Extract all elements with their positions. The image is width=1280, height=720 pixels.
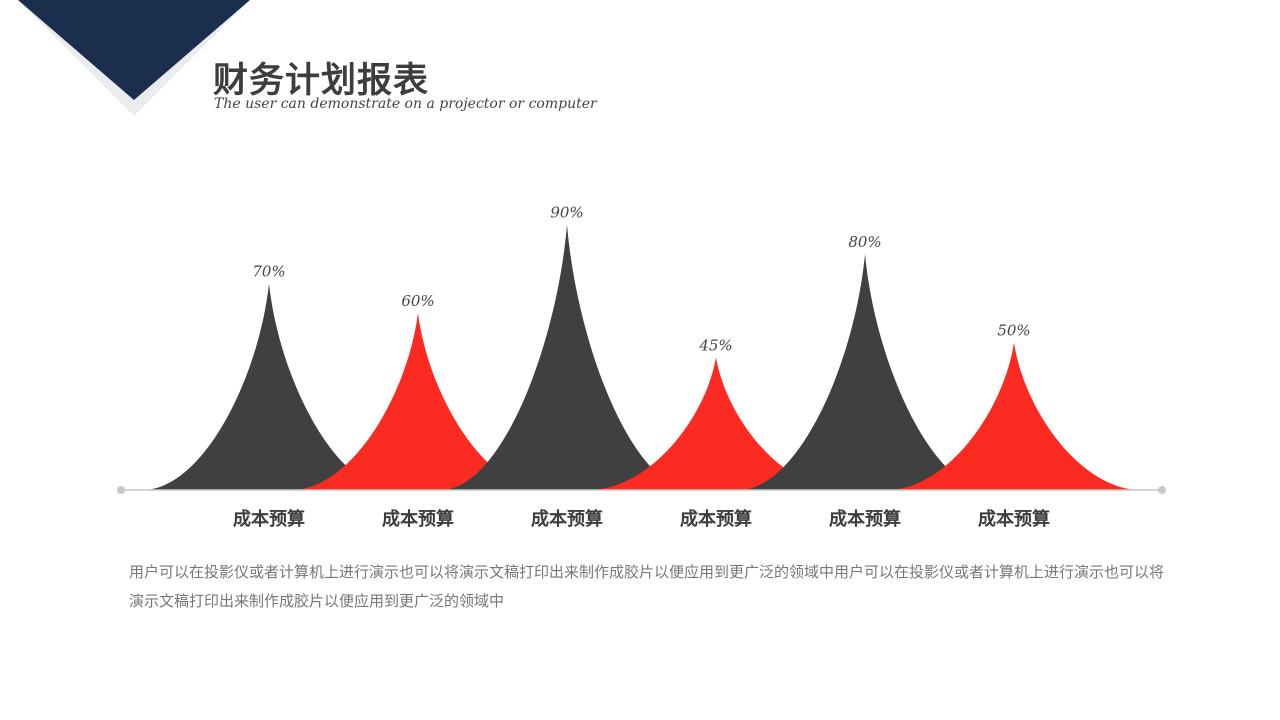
axis-start-dot (117, 486, 125, 494)
category-label: 成本预算 (382, 508, 454, 530)
axis-end-dot (1158, 486, 1166, 494)
spike-mark (442, 224, 692, 490)
page-subtitle: The user can demonstrate on a projector … (214, 96, 597, 112)
category-label: 成本预算 (829, 508, 901, 530)
data-label: 60% (401, 292, 434, 310)
description-text: 用户可以在投影仪或者计算机上进行演示也可以将演示文稿打印出来制作成胶片以便应用到… (129, 563, 1165, 610)
corner-decoration (18, 0, 250, 116)
spike-mark (591, 357, 841, 490)
data-label: 80% (848, 233, 881, 251)
spike-mark (740, 254, 990, 490)
category-label: 成本预算 (978, 508, 1050, 530)
data-label: 45% (698, 336, 732, 354)
spike-mark (293, 313, 543, 490)
data-label: 70% (252, 263, 285, 281)
data-label: 90% (550, 204, 583, 222)
category-label: 成本预算 (233, 508, 305, 530)
spike-mark (889, 342, 1139, 490)
category-label: 成本预算 (531, 508, 603, 530)
data-label: 50% (997, 322, 1030, 340)
corner-triangle (18, 0, 250, 100)
spike-chart: 70% 成本预算 60% 成本预算 90% 成本预算 45% 成本预算 80% 成本预算 50% 成本… (117, 204, 1166, 530)
spike-mark (144, 283, 394, 490)
category-label: 成本预算 (680, 508, 752, 530)
page-title: 财务计划报表 (213, 61, 430, 101)
